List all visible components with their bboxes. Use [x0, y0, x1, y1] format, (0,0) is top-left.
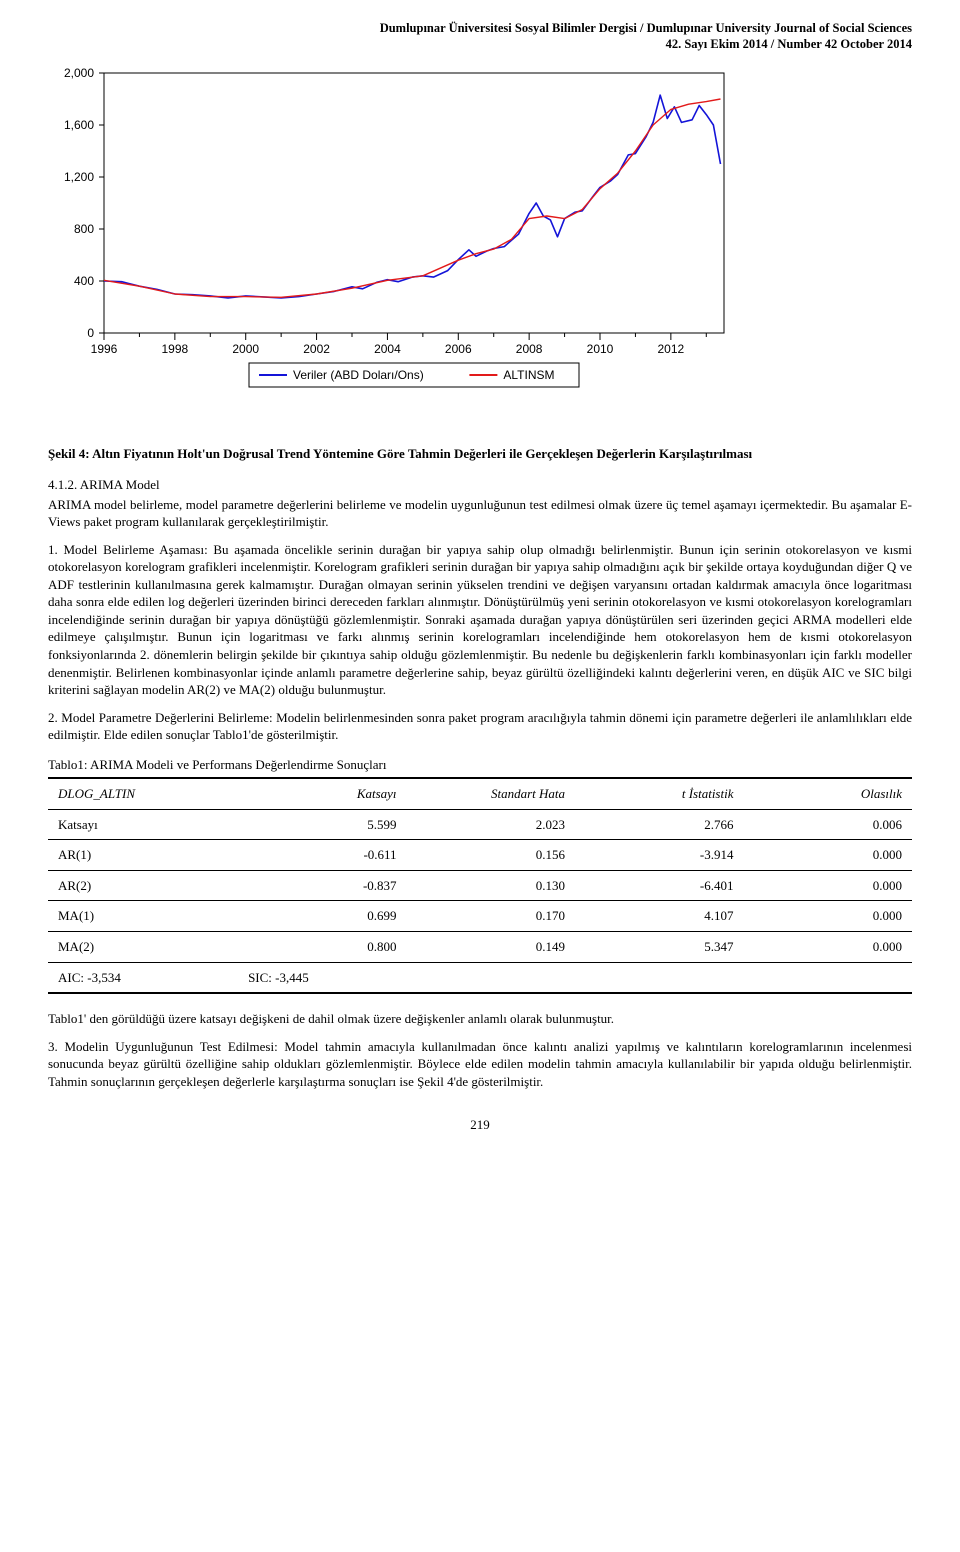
svg-text:800: 800 [74, 222, 94, 236]
table-cell: 0.170 [407, 901, 575, 932]
table-row: AR(1)-0.6110.156-3.9140.000 [48, 840, 912, 871]
aic-cell: AIC: -3,534 [48, 962, 238, 993]
journal-line-1: Dumlupınar Üniversitesi Sosyal Bilimler … [48, 20, 912, 36]
svg-text:0: 0 [87, 326, 94, 340]
table-cell: -3.914 [575, 840, 743, 871]
table-cell: -0.611 [238, 840, 406, 871]
table-cell: MA(1) [48, 901, 238, 932]
after-table-text: Tablo1' den görüldüğü üzere katsayı deği… [48, 1010, 912, 1028]
section-4-1-2-body: ARIMA model belirleme, model parametre d… [48, 496, 912, 531]
table-cell: 0.006 [743, 809, 912, 840]
table-cell: 0.156 [407, 840, 575, 871]
chart-svg: 0 400 800 1,200 1,600 2,000 1996 1998 2000 2002 20… [48, 63, 748, 431]
table-cell: 4.107 [575, 901, 743, 932]
table-cell: -6.401 [575, 870, 743, 901]
svg-text:2002: 2002 [303, 342, 330, 356]
table-cell: 2.766 [575, 809, 743, 840]
section-4-1-2-heading: 4.1.2. ARIMA Model [48, 476, 912, 494]
step-3-text: 3. Modelin Uygunluğunun Test Edilmesi: M… [48, 1038, 912, 1091]
table-cell: 0.000 [743, 901, 912, 932]
table-row: MA(1)0.6990.1704.1070.000 [48, 901, 912, 932]
table-row: AR(2)-0.8370.130-6.4010.000 [48, 870, 912, 901]
col-header: Standart Hata [407, 778, 575, 809]
table-cell: 0.000 [743, 840, 912, 871]
table-cell: 0.800 [238, 931, 406, 962]
col-header: Olasılık [743, 778, 912, 809]
svg-text:Veriler (ABD Doları/Ons): Veriler (ABD Doları/Ons) [293, 368, 424, 382]
svg-text:1,200: 1,200 [64, 170, 94, 184]
table-cell: 0.149 [407, 931, 575, 962]
svg-text:400: 400 [74, 274, 94, 288]
table-cell: 0.699 [238, 901, 406, 932]
arima-results-table: DLOG_ALTIN Katsayı Standart Hata t İstat… [48, 777, 912, 994]
table-cell: Katsayı [48, 809, 238, 840]
svg-text:2,000: 2,000 [64, 66, 94, 80]
svg-text:2012: 2012 [658, 342, 685, 356]
col-header: Katsayı [238, 778, 406, 809]
table-cell: MA(2) [48, 931, 238, 962]
table-cell: 2.023 [407, 809, 575, 840]
svg-text:1,600: 1,600 [64, 118, 94, 132]
table-cell: 0.000 [743, 931, 912, 962]
table-cell: 0.130 [407, 870, 575, 901]
figure-4-caption: Şekil 4: Altın Fiyatının Holt'un Doğrusa… [48, 445, 912, 463]
svg-text:2010: 2010 [587, 342, 614, 356]
step-1-text: 1. Model Belirleme Aşaması: Bu aşamada ö… [48, 541, 912, 699]
table-cell [743, 962, 912, 993]
table-cell: AR(2) [48, 870, 238, 901]
page-number: 219 [48, 1116, 912, 1134]
table-cell: -0.837 [238, 870, 406, 901]
table-cell: 5.599 [238, 809, 406, 840]
step-2-text: 2. Model Parametre Değerlerini Belirleme… [48, 709, 912, 744]
table-cell: 5.347 [575, 931, 743, 962]
journal-header: Dumlupınar Üniversitesi Sosyal Bilimler … [48, 20, 912, 53]
svg-text:2006: 2006 [445, 342, 472, 356]
svg-text:1996: 1996 [91, 342, 118, 356]
gold-price-chart: 0 400 800 1,200 1,600 2,000 1996 1998 2000 2002 20… [48, 63, 912, 431]
table-cell: AR(1) [48, 840, 238, 871]
table-footer-row: AIC: -3,534SIC: -3,445 [48, 962, 912, 993]
table-cell [575, 962, 743, 993]
svg-text:2000: 2000 [232, 342, 259, 356]
svg-text:1998: 1998 [162, 342, 189, 356]
col-header: t İstatistik [575, 778, 743, 809]
svg-text:2004: 2004 [374, 342, 401, 356]
table-cell [407, 962, 575, 993]
journal-line-2: 42. Sayı Ekim 2014 / Number 42 October 2… [48, 36, 912, 52]
table-cell: 0.000 [743, 870, 912, 901]
table-row: Katsayı5.5992.0232.7660.006 [48, 809, 912, 840]
col-header: DLOG_ALTIN [48, 778, 238, 809]
svg-text:2008: 2008 [516, 342, 543, 356]
table-row: MA(2)0.8000.1495.3470.000 [48, 931, 912, 962]
svg-text:ALTINSM: ALTINSM [503, 368, 554, 382]
table-1-title: Tablo1: ARIMA Modeli ve Performans Değer… [48, 756, 912, 774]
sic-cell: SIC: -3,445 [238, 962, 406, 993]
table-header-row: DLOG_ALTIN Katsayı Standart Hata t İstat… [48, 778, 912, 809]
